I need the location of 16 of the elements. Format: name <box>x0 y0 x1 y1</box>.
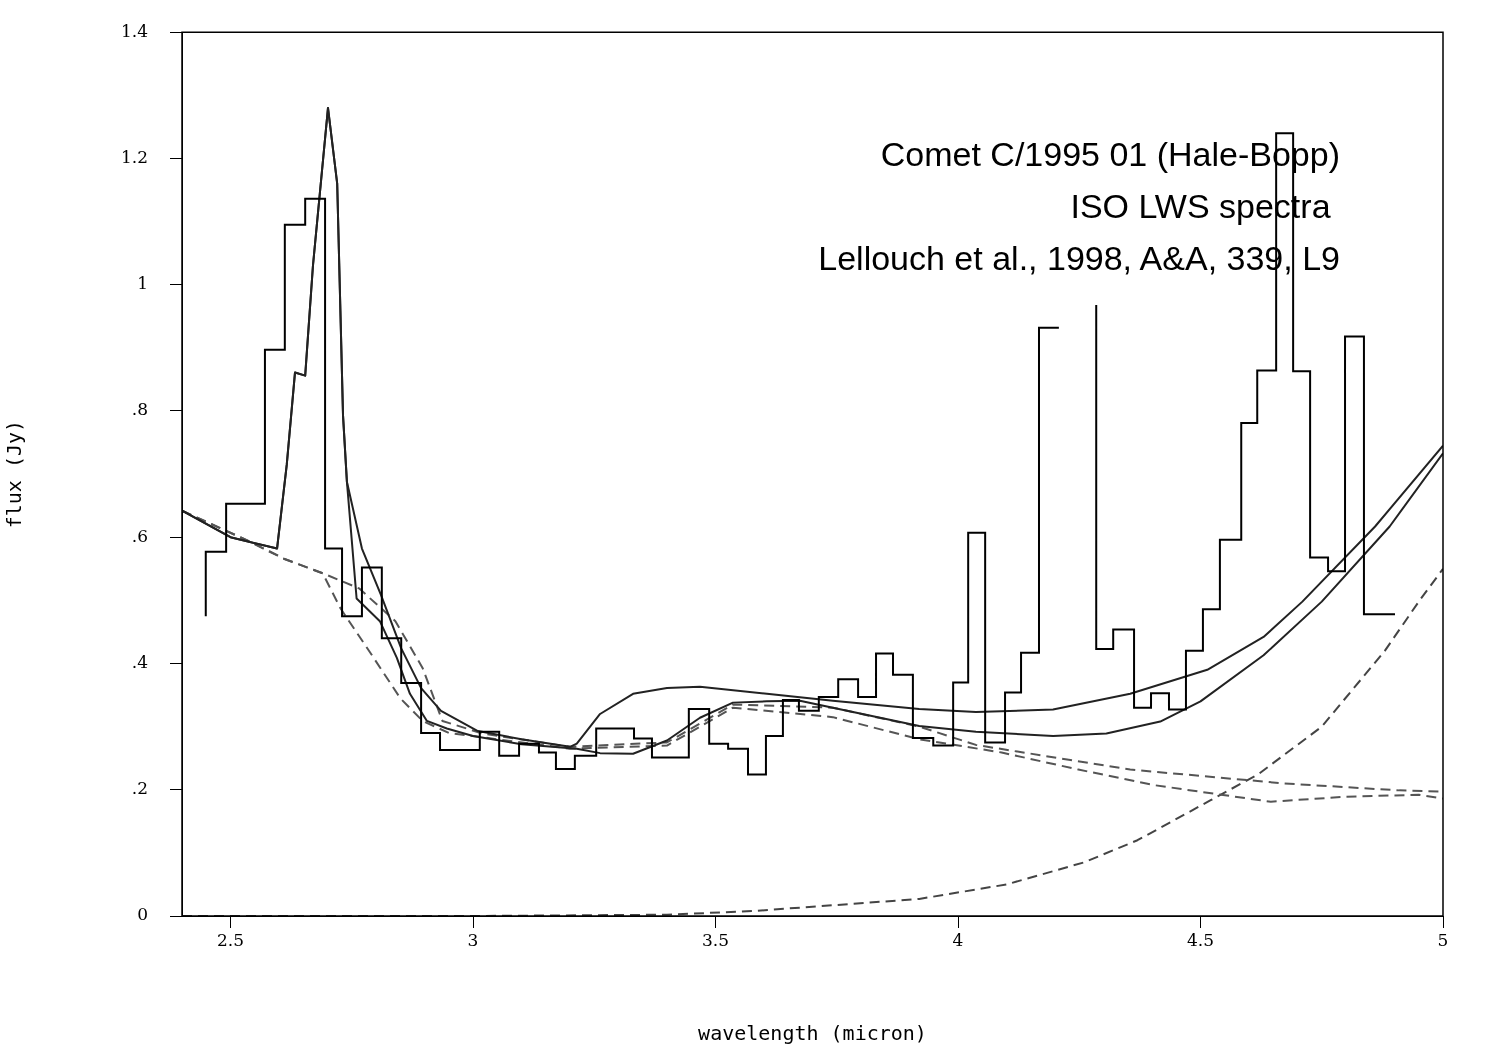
x-tick-label: 3.5 <box>701 929 730 950</box>
x-tick-label: 5 <box>1437 929 1449 950</box>
y-tick-label: 1.4 <box>120 20 148 41</box>
y-axis-title: flux (Jy) <box>2 419 27 529</box>
y-tick-label: .6 <box>131 525 148 546</box>
x-tick-label: 4.5 <box>1186 929 1215 950</box>
x-tick-label: 4 <box>952 929 964 950</box>
x-tick-label: 2.5 <box>216 929 245 950</box>
y-tick-label: .4 <box>131 651 148 672</box>
y-tick-label: .8 <box>131 399 148 420</box>
y-tick-label: 1.2 <box>120 146 148 167</box>
x-axis-title: wavelength (micron) <box>698 1021 927 1046</box>
y-tick-label: .2 <box>131 778 148 799</box>
y-tick-label: 1 <box>137 273 148 294</box>
y-tick-label: 0 <box>137 904 148 925</box>
x-tick-label: 3 <box>467 929 479 950</box>
